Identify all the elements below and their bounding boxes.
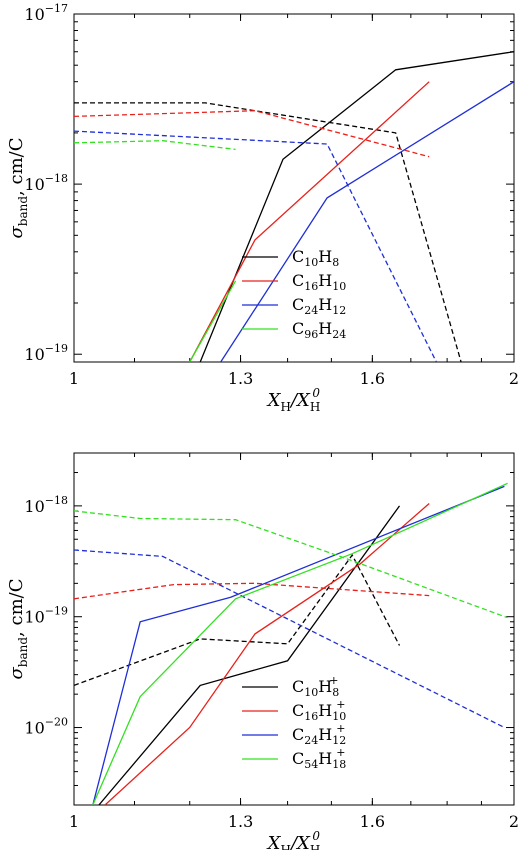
legend-entry: C10H8 bbox=[292, 247, 339, 269]
series-line-C10H8-dashed bbox=[74, 102, 462, 362]
x-axis-label: XH/XH0 bbox=[266, 386, 321, 414]
series-line-C16H10-dashed bbox=[74, 110, 430, 158]
legend-entry: C16H10 bbox=[292, 271, 346, 293]
series-line-C24H12+-dashed bbox=[74, 549, 505, 729]
y-tick-label: 10−19 bbox=[24, 605, 68, 627]
legend-entry: C96H24 bbox=[292, 319, 346, 341]
series-line-C10H8+-solid bbox=[98, 505, 401, 805]
chart-panel-bottom: 1 1.3 1.6 2 10−18 10−19 10−20 XH/XH0 σband, cm/C… bbox=[6, 452, 519, 850]
legend-entry: C54H18+ bbox=[292, 746, 346, 771]
x-tick-label: 1.6 bbox=[360, 369, 385, 388]
series-line-C10H8-solid bbox=[199, 51, 514, 362]
axes-frame bbox=[73, 452, 515, 806]
y-axis-label: σband, cm/C bbox=[6, 138, 30, 239]
plot-area bbox=[74, 482, 508, 805]
plot-area bbox=[74, 51, 514, 362]
x-tick-label: 2 bbox=[509, 369, 519, 388]
series-line-C10H8+-dashed bbox=[74, 553, 401, 687]
series-line-C24H12-dashed bbox=[74, 130, 437, 362]
series-line-C16H10+-dashed bbox=[74, 582, 430, 600]
x-tick-label: 1 bbox=[69, 812, 79, 831]
x-tick-label: 1.6 bbox=[360, 812, 385, 831]
x-tick-label: 1.3 bbox=[228, 812, 253, 831]
y-tick-label: 10−19 bbox=[24, 342, 68, 364]
series-line-C24H12-solid bbox=[220, 81, 514, 362]
x-tick-label: 1 bbox=[69, 369, 79, 388]
legend-entry: C16H10+ bbox=[292, 698, 346, 723]
series-line-C96H24-dashed bbox=[74, 140, 236, 151]
y-tick-label: 10−20 bbox=[24, 716, 68, 738]
series-line-C24H12+-solid bbox=[92, 485, 505, 805]
series-line-C54H18+-solid bbox=[92, 482, 508, 805]
legend-entry: C24H12+ bbox=[292, 722, 346, 747]
legend-entry: C10H8+ bbox=[292, 674, 339, 699]
y-tick-label: 10−18 bbox=[24, 494, 68, 516]
y-tick-label: 10−18 bbox=[24, 172, 68, 194]
x-tick-label: 1.3 bbox=[228, 369, 253, 388]
chart-panel-top: 1 1.3 1.6 2 10−17 10−18 10−19 XH/XH0 σband, cm/C… bbox=[6, 2, 519, 414]
legend: C10H8+C16H10+C24H12+C54H18+ bbox=[242, 674, 346, 771]
series-line-C96H24-solid bbox=[189, 280, 237, 362]
series-line-C54H18+-dashed bbox=[74, 510, 508, 619]
axes-frame bbox=[73, 13, 515, 363]
x-tick-label: 2 bbox=[509, 812, 519, 831]
y-tick-label: 10−17 bbox=[24, 2, 68, 24]
y-axis-label: σband, cm/C bbox=[6, 579, 30, 680]
series-line-C16H10+-solid bbox=[104, 503, 430, 805]
x-axis-label: XH/XH0 bbox=[266, 829, 321, 850]
legend-entry: C24H12 bbox=[292, 295, 346, 317]
series-line-C16H10-solid bbox=[189, 81, 430, 362]
